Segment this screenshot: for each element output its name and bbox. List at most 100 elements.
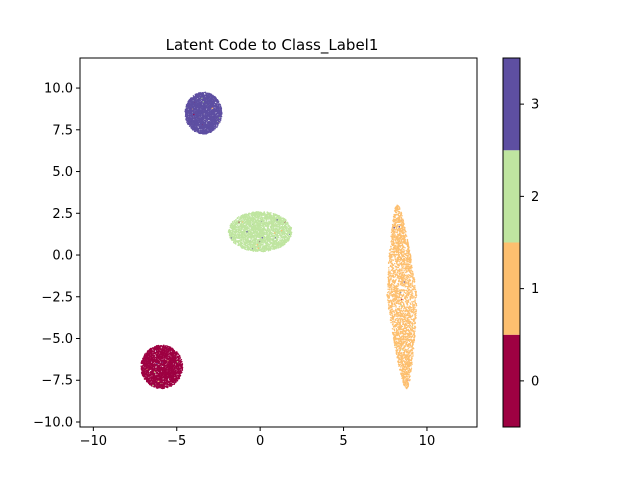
data-point-class-1: [410, 348, 413, 351]
data-point-class-1: [389, 248, 391, 251]
data-point-class-0: [173, 352, 176, 355]
data-point-class-1: [405, 252, 408, 254]
data-point-class-1: [410, 268, 412, 270]
data-point-class-1: [398, 225, 401, 228]
data-point-class-1: [402, 230, 404, 232]
data-point-class-0: [181, 369, 184, 371]
data-point-class-1: [395, 244, 397, 247]
data-point-class-1: [395, 211, 398, 214]
data-point-class-1: [396, 312, 398, 314]
data-point-class-1: [414, 290, 416, 292]
data-point-class-1: [404, 263, 407, 266]
data-point-class-1: [399, 323, 402, 326]
data-point-class-0: [163, 373, 165, 375]
data-point-class-1: [387, 299, 390, 302]
data-point-class-1: [406, 318, 409, 321]
data-point-class-1: [398, 273, 401, 276]
data-point-class-1: [411, 279, 414, 282]
data-point-class-0: [153, 364, 155, 367]
data-point-class-1: [388, 255, 391, 258]
data-point-class-1: [389, 259, 391, 262]
data-point-class-1: [400, 325, 403, 327]
data-point-class-1: [398, 353, 401, 356]
data-point-class-0: [153, 361, 155, 364]
data-point-class-1: [403, 340, 405, 343]
data-point-class-0: [171, 347, 173, 349]
data-point-class-0: [159, 352, 162, 354]
data-point-class-1: [406, 285, 408, 288]
data-point-class-1: [403, 258, 405, 261]
data-point-class-1: [406, 332, 409, 335]
data-point-class-1: [406, 267, 408, 270]
data-point-class-0: [145, 369, 147, 371]
data-point-class-0: [166, 379, 169, 382]
data-point-class-1: [389, 313, 391, 315]
data-point-class-1: [403, 353, 406, 356]
data-point-class-1: [404, 247, 406, 249]
data-point-class-1: [405, 298, 407, 301]
data-point-class-0: [169, 366, 172, 368]
data-point-class-1: [399, 251, 402, 254]
data-point-class-0: [168, 361, 171, 364]
data-point-class-1: [403, 315, 405, 317]
data-point-class-1: [393, 262, 396, 265]
data-point-class-0: [146, 375, 148, 377]
data-point-class-1: [407, 301, 410, 303]
data-point-class-1: [407, 275, 409, 278]
data-point-class-1: [393, 303, 396, 305]
data-point-class-1: [397, 250, 399, 252]
data-point-class-1: [403, 291, 406, 294]
data-point-class-1: [401, 219, 403, 221]
data-point-class-1: [402, 367, 404, 369]
data-point-class-1: [403, 383, 405, 386]
data-point-class-0: [146, 360, 148, 362]
data-point-class-0: [174, 358, 177, 360]
data-point-class-1: [393, 334, 396, 336]
data-point-class-1: [398, 260, 401, 263]
data-point-class-1: [401, 253, 403, 256]
data-point-class-1: [400, 224, 402, 227]
data-point-class-1: [399, 351, 401, 353]
data-point-class-0: [158, 382, 161, 385]
data-point-class-1: [398, 270, 401, 273]
data-point-class-0: [157, 361, 160, 363]
data-point-class-1: [399, 348, 402, 351]
data-point-class-1: [395, 265, 398, 268]
data-point-class-1: [411, 330, 413, 332]
data-point-class-1: [405, 350, 408, 353]
data-point-class-0: [165, 350, 167, 352]
data-point-class-1: [402, 299, 404, 301]
data-point-class-1: [409, 327, 412, 330]
data-point-class-1: [401, 262, 403, 265]
data-point-class-1: [401, 259, 404, 261]
data-point-class-1: [391, 248, 394, 250]
data-point-class-0: [167, 375, 170, 377]
data-point-class-0: [145, 361, 147, 364]
data-point-class-1: [414, 326, 416, 328]
data-point-class-0: [146, 378, 149, 381]
data-point-class-0: [153, 354, 156, 357]
data-point-class-1: [395, 251, 398, 254]
data-point-class-0: [152, 384, 154, 387]
data-point-class-0: [163, 370, 165, 373]
data-point-class-0: [178, 372, 181, 375]
data-point-class-0: [160, 385, 163, 387]
data-point-class-1: [398, 334, 400, 337]
data-point-class-1: [391, 320, 394, 323]
data-point-class-1: [388, 288, 391, 291]
data-point-class-1: [413, 295, 415, 298]
data-point-class-1: [393, 232, 396, 234]
data-point-class-0: [155, 386, 158, 389]
data-point-class-0: [159, 378, 161, 380]
data-point-class-1: [394, 335, 397, 337]
data-point-class-1: [412, 334, 414, 337]
data-point-class-1: [395, 231, 397, 234]
data-point-class-1: [407, 322, 409, 325]
data-point-class-1: [404, 348, 407, 351]
data-point-class-1: [398, 217, 401, 219]
data-point-class-1: [404, 275, 406, 277]
data-point-class-1: [405, 356, 408, 359]
data-point-class-0: [143, 365, 146, 367]
data-point-class-0: [160, 381, 163, 384]
